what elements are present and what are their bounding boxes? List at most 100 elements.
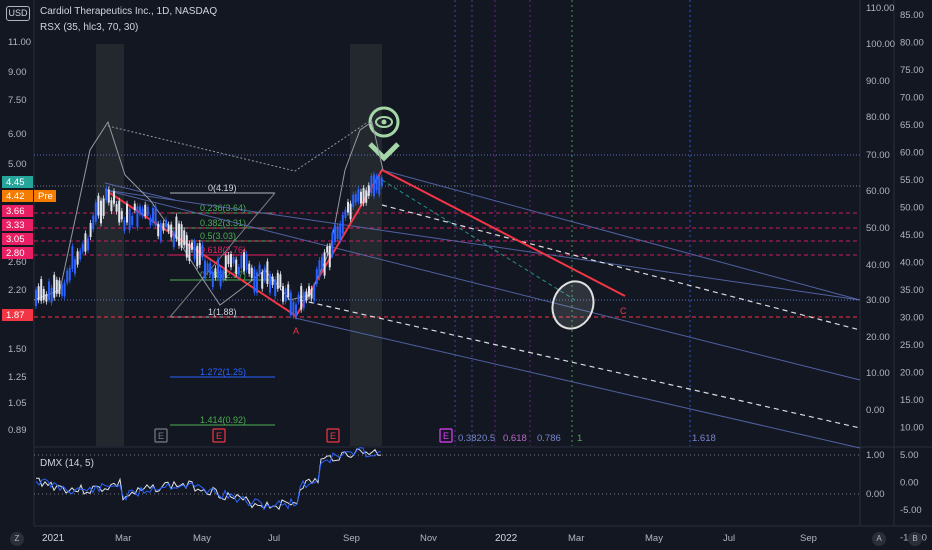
wave-label-c: C (620, 306, 627, 316)
time-month-label: Sep (800, 533, 817, 544)
candle-body (295, 304, 297, 317)
candle-body (276, 272, 279, 289)
candle-body (100, 200, 102, 224)
log-scale-button[interactable]: B (908, 532, 922, 546)
rsx-tick-label: 20.00 (866, 332, 890, 343)
candle-body (61, 284, 63, 296)
price-tag-label: 3.33 (6, 220, 25, 231)
candle-body (180, 224, 183, 248)
fib-label-4: 0.618(2.76) (200, 245, 246, 255)
right-tick-label: 10.00 (900, 423, 924, 434)
candle-body (263, 267, 266, 281)
symbol-title[interactable]: Cardiol Therapeutics Inc., 1D, NASDAQ (40, 6, 218, 17)
candle-body (79, 250, 82, 260)
fib-time-label: 1 (577, 433, 582, 444)
price-tag-bg (2, 205, 33, 217)
rsx-zone-2 (350, 44, 382, 446)
fib-label-1: 0.236(3.64) (200, 203, 246, 213)
candle-body (188, 243, 191, 261)
candle-body (227, 255, 230, 265)
dmx-legend[interactable]: DMX (14, 5) (40, 458, 94, 469)
right-tick-label: -5.00 (900, 505, 922, 516)
candle-body (89, 223, 92, 237)
price-tag-bg (2, 219, 33, 231)
zoom-button[interactable]: Z (10, 532, 24, 546)
candle-body (336, 226, 339, 240)
price-tick-label: 6.00 (8, 129, 27, 140)
currency-badge[interactable]: USD (6, 6, 30, 21)
candle-body (113, 191, 115, 204)
time-year-label: 2022 (495, 533, 518, 544)
candle-body (198, 242, 201, 265)
price-tick-label: 2.20 (8, 285, 27, 296)
auto-scale-button[interactable]: A (872, 532, 886, 546)
candle-body (287, 284, 290, 298)
candle-body (159, 222, 162, 241)
price-tag-bg (2, 233, 33, 245)
price-tag-label: 4.45 (6, 177, 25, 188)
eye-outline (368, 106, 400, 138)
candle-body (201, 244, 204, 258)
price-tick-label: 1.25 (8, 372, 27, 383)
price-tag-label: 1.87 (6, 310, 25, 321)
price-tick-label: 1.50 (8, 344, 27, 355)
candle-body (58, 280, 61, 294)
candle-body (144, 204, 147, 217)
rsx-tick-label: 100.00 (866, 39, 895, 50)
event-badge-box (326, 428, 340, 443)
candle-body (274, 279, 277, 297)
candle-body (185, 235, 188, 258)
time-month-label: May (193, 533, 211, 544)
candle-body (76, 251, 79, 265)
fib-time-label: 0.786 (537, 433, 561, 444)
wave-label-a: A (293, 326, 299, 336)
candle-body (310, 288, 313, 299)
candle-body (344, 209, 347, 218)
candle-body (271, 276, 274, 285)
candle-body (193, 241, 196, 260)
candle-body (94, 202, 97, 222)
candle-body (230, 253, 232, 268)
candle-body (141, 208, 144, 216)
candle-body (162, 223, 165, 231)
candle-body (300, 286, 303, 310)
candle-body (305, 291, 308, 301)
candle-body (256, 272, 258, 293)
candle-body (321, 256, 323, 269)
rsx-tick-label: 10.00 (866, 368, 890, 379)
candle-body (217, 259, 219, 279)
price-tag-bg (2, 190, 33, 202)
event-badge-label: E (330, 431, 336, 441)
price-tag-label: 3.66 (6, 206, 25, 217)
candle-body (149, 217, 152, 226)
candle-body (92, 215, 95, 230)
candle-body (81, 243, 84, 252)
candle-body (97, 195, 100, 216)
candle-body (282, 286, 284, 302)
candle-body (170, 224, 173, 238)
candle-body (68, 268, 71, 281)
candle-body (354, 194, 357, 203)
event-badge-box (154, 428, 168, 443)
candle-body (105, 188, 108, 201)
right-tick-label: 35.00 (900, 285, 924, 296)
channel-line-0 (104, 189, 861, 301)
candle-body (178, 223, 180, 246)
time-month-label: Jul (268, 533, 280, 544)
right-tick-label: 60.00 (900, 148, 924, 159)
price-tag-bg (2, 309, 33, 321)
candle-body (261, 272, 264, 289)
candle-body (308, 286, 310, 297)
indicator-legend[interactable]: RSX (35, hlc3, 70, 30) (40, 22, 139, 33)
price-tick-label: 7.50 (8, 95, 27, 106)
right-tick-label: 30.00 (900, 313, 924, 324)
candle-body (360, 191, 362, 204)
rsx-tick-label: 30.00 (866, 295, 890, 306)
candle-body (334, 225, 336, 243)
candle-body (266, 261, 269, 284)
right-tick-label: 40.00 (900, 258, 924, 269)
channel-line-4 (381, 204, 861, 331)
candle-body (331, 232, 334, 256)
